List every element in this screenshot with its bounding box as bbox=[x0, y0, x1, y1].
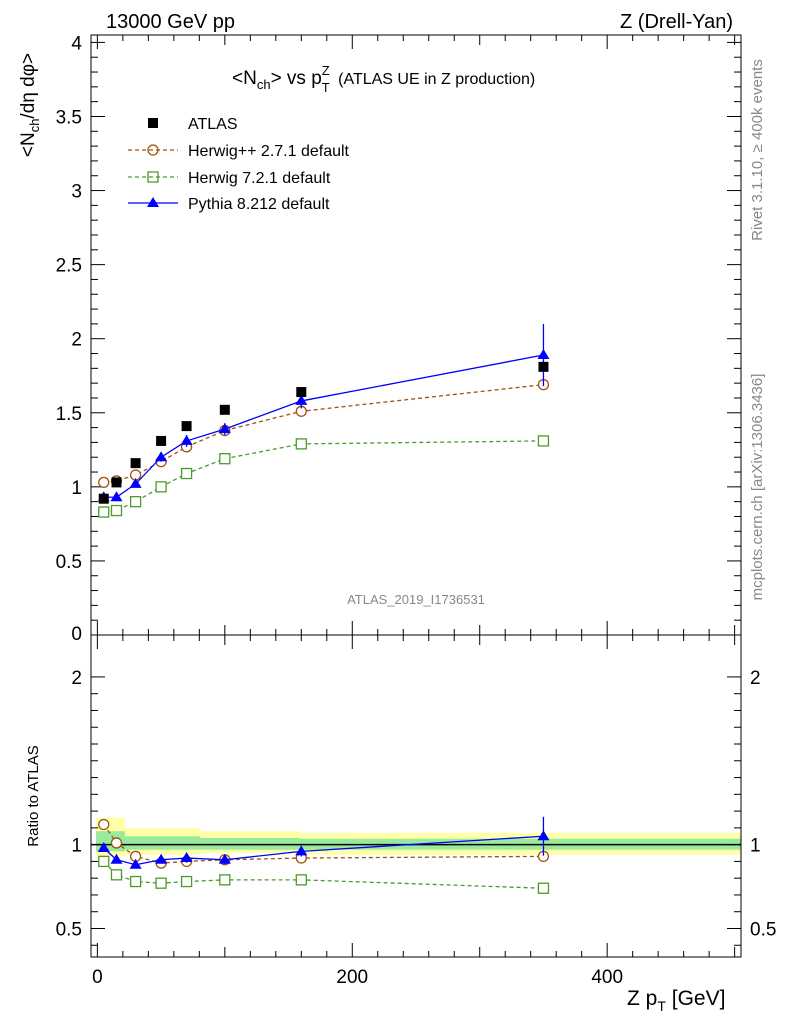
herwig7-point bbox=[219, 453, 231, 465]
atlas-point bbox=[296, 387, 307, 398]
herwig7-ratio-point bbox=[295, 874, 307, 886]
herwig7-ratio-point bbox=[219, 874, 231, 886]
legend-marker-pythia bbox=[147, 197, 159, 207]
herwigpp-point bbox=[98, 476, 110, 489]
green-band-1 bbox=[125, 836, 200, 850]
header-left: 13000 GeV pp bbox=[106, 11, 235, 33]
ratio-error-bands bbox=[91, 817, 741, 857]
legend-label-atlas: ATLAS bbox=[188, 116, 238, 133]
tick-labels: 0 200 400 0.5 1 1.5 2 2.5 3 3.5 4 0 0.5 0.5 1 1 2 2 bbox=[56, 33, 777, 988]
herwig7-point bbox=[98, 506, 110, 518]
legend-marker-herwigpp bbox=[147, 144, 159, 156]
herwig7-ratio-point bbox=[110, 869, 123, 881]
atlas-point bbox=[538, 361, 549, 372]
herwigpp-ratio-line bbox=[103, 824, 544, 864]
header-right: Z (Drell-Yan) bbox=[620, 11, 733, 33]
y-tick-label-2.5: 2.5 bbox=[56, 256, 82, 277]
plot-title: <Nch> vs pZ T (ATLAS UE in Z production) bbox=[232, 63, 535, 95]
legend-marker-atlas bbox=[148, 118, 158, 128]
x-axis-label: Z pT [GeV] bbox=[627, 987, 725, 1014]
x-tick-label-200: 200 bbox=[336, 967, 368, 988]
y-tick-label-1: 1 bbox=[71, 478, 82, 499]
y-tick-label-4: 4 bbox=[71, 33, 82, 54]
legend-marker-herwig7 bbox=[147, 171, 159, 183]
y-tick-label-0.5: 0.5 bbox=[56, 552, 82, 573]
herwig7-ratio-line bbox=[103, 860, 544, 889]
legend-label-pythia: Pythia 8.212 default bbox=[188, 196, 330, 213]
herwigpp-line bbox=[103, 383, 544, 484]
herwig7-ratio-point bbox=[129, 875, 142, 888]
herwig7-point bbox=[180, 467, 193, 480]
ratio-y-tick-label-right-1: 1 bbox=[750, 836, 761, 857]
atlas-point bbox=[130, 458, 141, 469]
y-tick-label-zero: 0 bbox=[71, 624, 82, 645]
herwig7-point bbox=[110, 504, 123, 517]
atlas-point bbox=[98, 493, 109, 504]
ratio-y-tick-label-right-2: 2 bbox=[750, 668, 761, 689]
pythia-line bbox=[103, 354, 544, 498]
atlas-point bbox=[111, 477, 122, 488]
atlas-point bbox=[156, 435, 167, 446]
green-band-2 bbox=[200, 837, 300, 850]
herwig7-point bbox=[155, 481, 167, 493]
herwig7-point bbox=[537, 435, 550, 447]
y-tick-label-2: 2 bbox=[71, 330, 82, 351]
legend: ATLAS Herwig++ 2.7.1 default Herwig 7.2.… bbox=[128, 116, 350, 213]
rivet-version-label: Rivet 3.1.10, ≥ 400k events bbox=[749, 59, 766, 241]
ratio-y-tick-label-right-0.5: 0.5 bbox=[750, 919, 776, 940]
ratio-y-tick-label-2: 2 bbox=[71, 668, 82, 689]
y-tick-label-3.5: 3.5 bbox=[56, 107, 82, 128]
herwig7-ratio-point bbox=[180, 875, 193, 888]
x-tick-label-0: 0 bbox=[92, 967, 103, 988]
herwig7-ratio-point bbox=[155, 877, 167, 889]
herwig7-ratio-point bbox=[537, 882, 550, 894]
legend-label-herwigpp: Herwig++ 2.7.1 default bbox=[188, 143, 350, 160]
y-tick-label-3: 3 bbox=[71, 182, 82, 203]
y-axis-label: <Nch/dη dφ> bbox=[18, 53, 42, 157]
atlas-point bbox=[181, 421, 192, 432]
ratio-frame bbox=[90, 634, 742, 958]
x-tick-label-400: 400 bbox=[591, 967, 623, 988]
ratio-y-axis-label: Ratio to ATLAS bbox=[25, 745, 42, 846]
herwig7-point bbox=[129, 496, 142, 508]
herwigpp-ratio-point bbox=[110, 837, 123, 849]
herwigpp-ratio-point bbox=[98, 818, 110, 831]
analysis-watermark: ATLAS_2019_I1736531 bbox=[347, 592, 485, 607]
legend-label-herwig7: Herwig 7.2.1 default bbox=[188, 170, 331, 187]
plot-frames bbox=[90, 34, 742, 958]
y-tick-label-1.5: 1.5 bbox=[56, 404, 82, 425]
mcplots-label: mcplots.cern.ch [arXiv:1306.3436] bbox=[749, 374, 766, 601]
herwig7-point bbox=[295, 438, 307, 450]
atlas-point bbox=[219, 404, 230, 415]
herwig7-ratio-point bbox=[98, 855, 110, 868]
axis-ticks bbox=[91, 35, 741, 957]
series-layer bbox=[97, 323, 550, 894]
ratio-y-tick-label-0.5: 0.5 bbox=[56, 919, 82, 940]
ratio-y-tick-label-1: 1 bbox=[71, 836, 82, 857]
